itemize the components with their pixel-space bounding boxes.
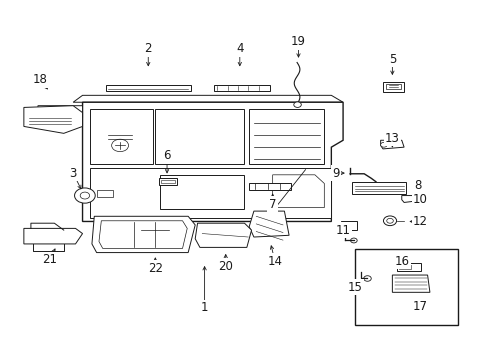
Circle shape [363,276,370,281]
Polygon shape [214,85,270,91]
Polygon shape [161,180,174,184]
Circle shape [74,188,95,203]
Circle shape [386,219,392,223]
Polygon shape [160,175,244,210]
Polygon shape [249,211,288,237]
Polygon shape [195,223,251,247]
Text: 11: 11 [335,224,350,237]
Text: 20: 20 [218,260,233,273]
Polygon shape [99,221,187,248]
Text: 8: 8 [414,179,421,192]
Text: 12: 12 [412,215,427,228]
Text: 18: 18 [33,73,48,86]
Text: 10: 10 [412,193,427,206]
Polygon shape [249,109,324,165]
Text: 6: 6 [163,149,170,162]
Circle shape [383,216,396,226]
Polygon shape [106,85,190,91]
Text: 19: 19 [290,35,305,48]
Text: 3: 3 [69,167,77,180]
Bar [354,249,457,325]
Polygon shape [89,109,153,165]
Polygon shape [272,175,324,208]
Polygon shape [386,84,400,89]
Polygon shape [159,178,177,185]
Text: 22: 22 [147,262,163,275]
Polygon shape [399,265,410,269]
Text: 2: 2 [144,42,152,55]
Polygon shape [24,106,82,133]
Polygon shape [249,183,291,190]
Polygon shape [352,182,406,194]
Circle shape [293,102,301,107]
Polygon shape [396,263,420,271]
Text: 17: 17 [412,300,427,312]
Text: 16: 16 [393,255,408,268]
Polygon shape [24,228,82,244]
Text: 5: 5 [388,53,395,66]
Polygon shape [382,81,403,92]
Polygon shape [89,168,331,218]
Polygon shape [391,275,429,292]
Circle shape [350,238,356,243]
Text: 1: 1 [201,301,208,314]
Polygon shape [92,216,195,253]
Polygon shape [380,140,403,149]
Polygon shape [401,195,417,202]
Text: 13: 13 [384,132,399,145]
Text: 9: 9 [332,167,339,180]
Polygon shape [73,95,343,102]
Polygon shape [341,221,356,230]
Polygon shape [82,102,343,221]
Text: 4: 4 [236,42,243,55]
Polygon shape [155,109,244,165]
Circle shape [402,197,407,201]
Text: 15: 15 [346,281,362,294]
Text: 7: 7 [268,198,276,211]
Circle shape [380,142,386,147]
Circle shape [80,192,89,199]
Polygon shape [97,190,113,197]
Text: 14: 14 [267,255,282,268]
Polygon shape [38,102,82,123]
Text: 21: 21 [42,253,57,266]
